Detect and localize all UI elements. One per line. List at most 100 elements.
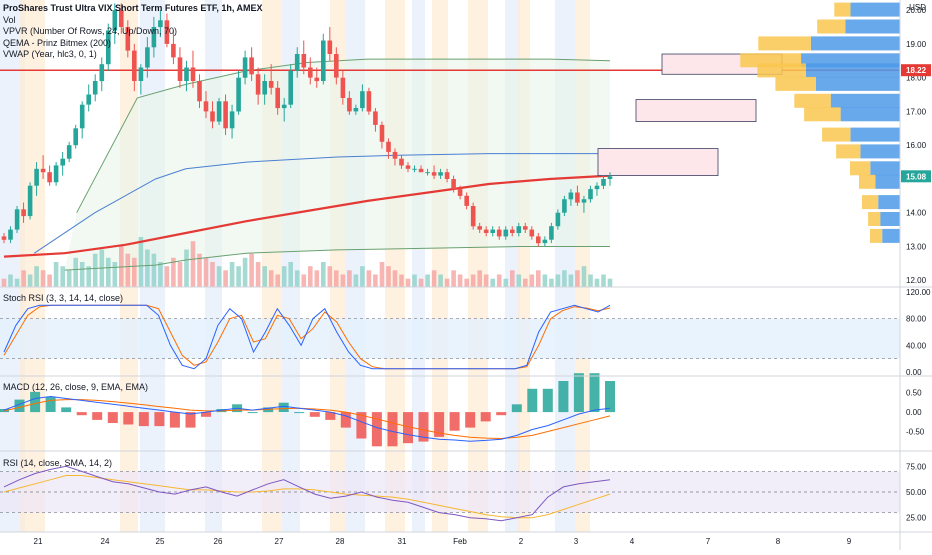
price-legend: ProShares Trust Ultra VIX Short Term Fut… <box>3 3 263 61</box>
volume-bar <box>483 274 489 287</box>
x-tick-label: 7 <box>706 537 711 546</box>
macd-histogram-bar <box>154 412 165 427</box>
session-band <box>20 0 45 532</box>
macd-histogram-bar <box>309 412 320 417</box>
volume-bar <box>47 274 52 287</box>
macd-panel <box>0 373 615 447</box>
volume-profile-down <box>804 107 841 122</box>
volume-bar <box>392 270 398 287</box>
volume-bar <box>601 274 606 287</box>
oscillator-tick-label: 75.00 <box>906 462 927 471</box>
macd-histogram-bar <box>325 412 336 420</box>
macd-histogram-bar <box>403 412 413 444</box>
x-tick-label: 2 <box>519 537 524 546</box>
volume-bar <box>184 249 189 287</box>
candle-body <box>216 101 222 122</box>
oscillator-tick-label: 120.00 <box>906 288 931 297</box>
volume-bar <box>594 278 600 287</box>
price-tick-label: 14.00 <box>906 209 927 218</box>
volume-bar <box>496 274 502 287</box>
volume-bar <box>321 262 326 287</box>
volume-bar <box>190 241 196 287</box>
volume-bar <box>386 266 391 287</box>
volume-bar <box>425 274 430 287</box>
candle-body <box>119 10 124 27</box>
volume-bar <box>73 257 78 287</box>
price-tick-label: 17.00 <box>906 107 927 116</box>
candle-body <box>229 111 235 129</box>
candle-body <box>470 206 476 227</box>
oscillator-tick-label: 25.00 <box>906 514 927 523</box>
volume-bar <box>53 262 59 287</box>
candle-body <box>431 172 437 176</box>
candle-body <box>106 30 111 65</box>
macd-histogram-bar <box>371 412 382 447</box>
volume-bar <box>503 278 509 287</box>
volume-bar <box>79 262 85 287</box>
volume-profile-up <box>882 228 900 243</box>
candle-body <box>190 67 196 81</box>
candle-body <box>594 185 600 190</box>
x-tick-label: 4 <box>630 537 635 546</box>
volume-bar <box>431 270 437 287</box>
candle-body <box>425 172 430 174</box>
candle-body <box>21 209 26 217</box>
price-label-box <box>901 64 931 77</box>
volume-bar <box>314 270 320 287</box>
oscillator-tick-label: -0.50 <box>906 428 925 437</box>
candle-body <box>418 168 424 173</box>
volume-bar <box>151 253 157 287</box>
x-tick-label: 26 <box>214 537 223 546</box>
macd-histogram-bar <box>418 412 429 442</box>
macd-histogram-bar <box>387 412 398 447</box>
price-label-text: 18.22 <box>906 66 927 75</box>
candle-body <box>132 50 137 81</box>
x-tick-label: 24 <box>101 537 110 546</box>
volume-bar <box>418 278 424 287</box>
candle-body <box>255 74 261 95</box>
price-tick-label: 12.00 <box>906 276 927 285</box>
candle-body <box>607 176 613 179</box>
candle-body <box>14 209 20 230</box>
candle-body <box>171 43 176 58</box>
macd-histogram-bar <box>123 412 134 425</box>
candle-body <box>236 77 241 112</box>
volume-bar <box>588 274 593 287</box>
volume-profile-up <box>850 2 900 17</box>
candle-body <box>451 179 456 190</box>
volume-bar <box>366 270 372 287</box>
volume-bar <box>444 278 450 287</box>
macd-histogram-bar <box>294 412 305 414</box>
price-tick-label: 18.00 <box>906 74 927 83</box>
volume-profile-up <box>806 63 901 78</box>
volume-bar <box>360 266 365 287</box>
oscillator-tick-label: 0.00 <box>906 408 922 417</box>
candle-body <box>457 189 463 196</box>
macd-histogram-bar <box>449 412 460 431</box>
volume-bar <box>216 266 222 287</box>
volume-bar <box>268 270 274 287</box>
volume-bar <box>568 274 574 287</box>
candle-body <box>353 108 359 112</box>
chart-title: ProShares Trust Ultra VIX Short Term Fut… <box>3 3 263 13</box>
volume-bar <box>529 274 535 287</box>
candle-body <box>60 158 65 166</box>
volume-bar <box>229 262 235 287</box>
volume-bar <box>145 249 150 287</box>
candle-body <box>301 54 307 68</box>
volume-bar <box>86 266 91 287</box>
volume-bar <box>242 257 248 287</box>
volume-profile-down <box>794 93 831 108</box>
volume-bar <box>27 274 33 287</box>
candle-body <box>510 229 515 233</box>
x-tick-label: 3 <box>574 537 579 546</box>
candle-body <box>249 57 254 75</box>
macd-histogram-bar <box>340 412 351 428</box>
candle-body <box>464 195 469 206</box>
stoch-k-line <box>3 304 611 370</box>
volume-bar <box>164 266 170 287</box>
candle-body <box>529 229 535 237</box>
candle-body <box>549 226 554 240</box>
volume-bar <box>373 274 378 287</box>
